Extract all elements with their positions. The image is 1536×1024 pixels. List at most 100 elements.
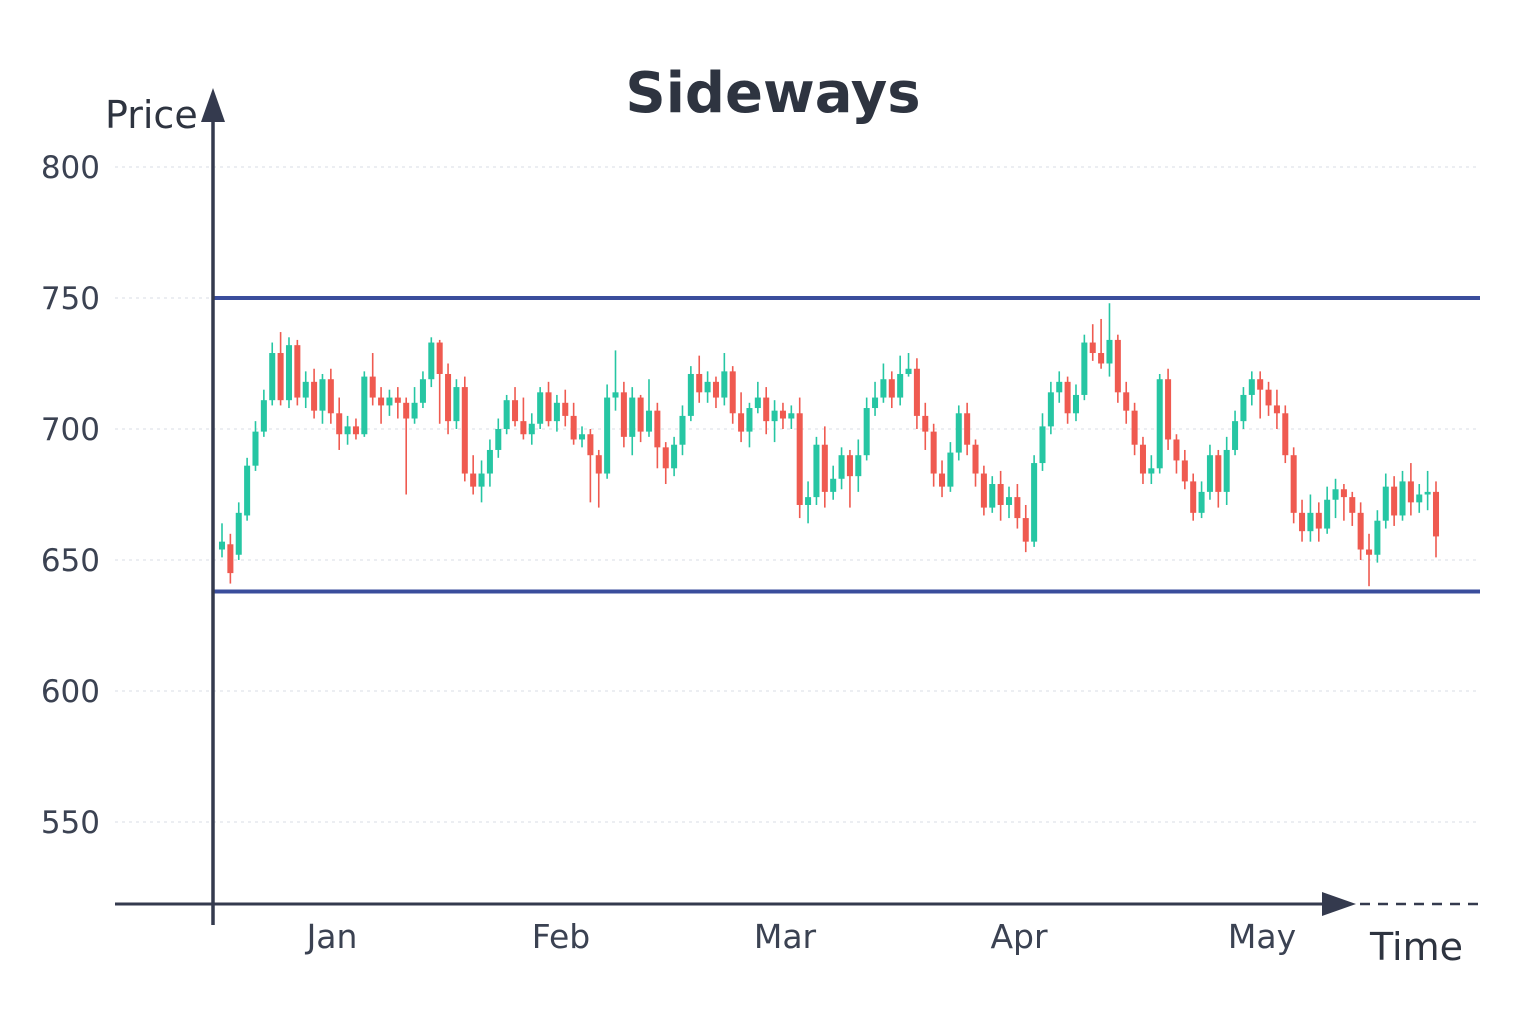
- candle-body: [1173, 439, 1180, 461]
- candle-body: [612, 392, 619, 398]
- candle-body: [1131, 410, 1138, 445]
- candle-body: [855, 455, 862, 477]
- candle-body: [679, 415, 686, 445]
- x-month-label-jan: Jan: [305, 917, 358, 956]
- candle-body: [578, 434, 586, 440]
- candle: [436, 339, 443, 424]
- y-tick-label-550: 550: [41, 805, 100, 841]
- candle: [1215, 449, 1222, 508]
- candle: [1039, 413, 1046, 471]
- candle: [419, 371, 426, 409]
- candle: [277, 332, 284, 406]
- candle: [604, 384, 611, 479]
- candle: [578, 426, 586, 448]
- candle-body: [880, 379, 887, 398]
- candle: [872, 381, 879, 416]
- candle-body: [403, 402, 410, 419]
- candle: [805, 481, 812, 524]
- candle-body: [461, 387, 468, 474]
- candle-body: [1123, 392, 1130, 411]
- candle-body: [1181, 460, 1188, 482]
- candle-body: [696, 373, 703, 393]
- candle-body: [1340, 489, 1347, 498]
- candle-body: [1223, 449, 1230, 492]
- candle: [403, 397, 410, 495]
- candle-body: [319, 379, 326, 411]
- candle: [779, 402, 786, 429]
- y-axis-title: Price: [105, 93, 198, 137]
- candle: [1022, 504, 1029, 553]
- candle-body: [1315, 512, 1322, 529]
- candle: [1139, 436, 1146, 485]
- candle-body: [1190, 481, 1197, 513]
- candle: [1282, 405, 1289, 464]
- candle-body: [528, 423, 535, 435]
- candle: [344, 415, 351, 445]
- candle-body: [964, 413, 971, 445]
- candle: [1265, 381, 1272, 416]
- candle-body: [1391, 486, 1398, 516]
- candle: [1416, 484, 1423, 513]
- candle: [327, 368, 334, 424]
- candle-body: [503, 400, 510, 429]
- candle: [1399, 470, 1406, 521]
- candle-body: [470, 473, 477, 487]
- candle-body: [1382, 486, 1389, 521]
- candle-body: [1324, 499, 1331, 529]
- candle-body: [218, 541, 226, 550]
- candle: [1299, 499, 1306, 542]
- candle-body: [537, 392, 544, 424]
- candle: [244, 457, 251, 521]
- candle-body: [955, 413, 962, 453]
- candle: [453, 379, 460, 429]
- candle: [1206, 444, 1213, 500]
- x-axis-arrow-icon: [1322, 892, 1356, 916]
- candle: [712, 376, 719, 409]
- candle-body: [872, 397, 879, 409]
- candle-body: [386, 397, 393, 406]
- candle-body: [277, 353, 284, 401]
- candle: [1324, 486, 1331, 534]
- candle-body: [1014, 497, 1021, 519]
- candle-body: [252, 431, 259, 466]
- candle-body: [1299, 512, 1306, 532]
- candle: [662, 442, 669, 485]
- candle-body: [989, 484, 996, 508]
- candle-body: [411, 402, 418, 419]
- candle: [428, 337, 435, 388]
- candle-body: [930, 431, 937, 474]
- candle-body: [378, 397, 385, 406]
- candle-body: [352, 426, 359, 435]
- candle: [470, 455, 477, 495]
- candle: [520, 397, 527, 440]
- candle-body: [1005, 497, 1013, 505]
- candle-body: [972, 444, 979, 474]
- candle: [545, 381, 552, 427]
- candle: [1190, 473, 1197, 521]
- y-axis-arrow-icon: [201, 88, 225, 122]
- candle-body: [830, 478, 837, 492]
- candle-body: [922, 415, 929, 432]
- candle-body: [1407, 481, 1414, 503]
- candle: [528, 413, 535, 445]
- candle-body: [939, 473, 946, 487]
- candle: [352, 418, 359, 440]
- candle: [1114, 334, 1121, 403]
- candle-body: [235, 512, 242, 555]
- candle-body: [1232, 421, 1239, 450]
- candle: [1148, 455, 1155, 485]
- candle: [796, 397, 803, 519]
- candle: [285, 337, 292, 409]
- candle: [1014, 484, 1021, 529]
- candle-body: [1349, 497, 1356, 513]
- candle: [595, 449, 602, 508]
- candle-body: [604, 397, 611, 474]
- y-tick-label-650: 650: [41, 543, 100, 579]
- candle-body: [436, 342, 443, 374]
- candle-body: [285, 345, 292, 401]
- y-tick-label-700: 700: [41, 412, 100, 448]
- candle-body: [1215, 455, 1222, 492]
- candle: [1290, 447, 1297, 524]
- y-tick-label-800: 800: [41, 150, 100, 186]
